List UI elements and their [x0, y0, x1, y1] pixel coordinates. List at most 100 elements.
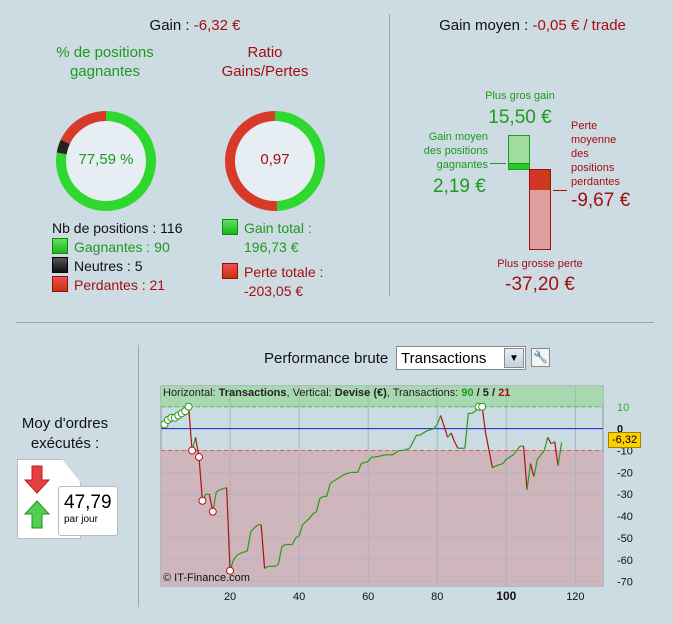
equity-segment-up — [426, 428, 434, 432]
win-marker — [184, 402, 193, 411]
equity-segment-down — [522, 446, 528, 490]
equity-segment-down — [529, 463, 535, 477]
avg-loss-label: Perte moyenne des positions perdantes — [571, 120, 620, 188]
donut-loss-segment — [56, 111, 156, 211]
max-loss-label: Plus grosse perte — [497, 258, 583, 270]
y-tick-label: -10 — [617, 445, 633, 457]
avg-win-value: 2,19 € — [433, 176, 486, 197]
x-tick-label: 60 — [362, 591, 374, 603]
max-loss-bar — [529, 190, 551, 250]
equity-segment-up — [315, 498, 321, 512]
equity-segment-up — [533, 459, 538, 477]
y-tick-label: -40 — [617, 511, 633, 523]
equity-segment-down — [453, 441, 459, 449]
legend-losing: Perdantes : 21 — [52, 276, 183, 295]
equity-segment-down — [443, 426, 449, 438]
equity-segment-up — [319, 495, 324, 500]
avg-loss-bar — [529, 169, 551, 192]
equity-segment-up — [357, 463, 362, 473]
equity-segment-down — [488, 450, 494, 469]
equity-segment-up — [264, 565, 269, 570]
x-tick-label: 100 — [496, 589, 516, 603]
tx-label: , Transactions: — [386, 387, 462, 399]
tx-neutral: 5 — [482, 387, 489, 399]
avg-win-bar — [508, 163, 530, 170]
perf-title: Performance brute — [264, 350, 389, 367]
orders-label: Moy d'ordres exécutés : — [21, 415, 109, 452]
equity-segment-down — [485, 432, 490, 451]
equity-segment-up — [250, 524, 259, 532]
tx-loss: 21 — [498, 387, 511, 399]
winning-label: Gagnantes : 90 — [74, 239, 170, 255]
current-value-badge: -6,32 — [608, 432, 642, 448]
avg-gain-value: -0,05 € / trade — [532, 17, 626, 34]
gain-summary: Gain : -6,32 € — [0, 17, 390, 34]
sep: / — [473, 387, 483, 399]
equity-segment-up — [326, 483, 331, 497]
avg-gain-summary: Gain moyen : -0,05 € / trade — [392, 17, 673, 34]
equity-segment-up — [367, 456, 373, 462]
equity-segment-up — [281, 543, 286, 548]
view-select[interactable]: Transactions ▼ — [396, 346, 526, 370]
equity-segment-down — [450, 432, 456, 442]
x-tick-label: 20 — [224, 591, 236, 603]
max-gain-value: 15,50 € — [488, 107, 552, 128]
equity-segment-up — [502, 458, 507, 464]
equity-segment-down — [554, 441, 559, 466]
x-tick-label: 120 — [566, 591, 584, 603]
loss-total-label: Perte totale : — [244, 264, 324, 280]
loss-total-value: -203,05 € — [244, 283, 304, 299]
watermark: © IT-Finance.com — [163, 572, 250, 584]
green-square-icon — [52, 238, 68, 254]
equity-segment-up — [495, 463, 504, 467]
win-donut — [56, 111, 156, 211]
equity-segment-up — [512, 450, 518, 456]
equity-segment-up — [274, 563, 279, 567]
equity-segment-down — [188, 406, 193, 451]
gain-value: -6,32 € — [193, 17, 241, 34]
v-label: , Vertical: — [286, 387, 335, 399]
equity-segment-up — [333, 476, 341, 482]
positions-total: Nb de positions : 116 — [52, 220, 183, 236]
equity-segment-up — [215, 489, 221, 493]
h-value: Transactions — [218, 387, 287, 399]
gain-total-value: 196,73 € — [244, 239, 299, 255]
h-label: Horizontal: — [163, 387, 219, 399]
equity-segment-down — [440, 415, 445, 427]
divider — [16, 322, 654, 323]
losing-label: Perdantes : 21 — [74, 277, 166, 293]
equity-segment-up — [550, 441, 555, 445]
loss-marker — [208, 507, 217, 516]
equity-segment-up — [505, 454, 514, 460]
orders-unit: par jour — [64, 514, 98, 525]
donut-loss-segment — [225, 111, 325, 211]
y-tick-label: -60 — [617, 555, 633, 567]
y-tick-label: -20 — [617, 467, 633, 479]
equity-segment-up — [361, 460, 369, 465]
wrench-icon[interactable]: 🔧 — [531, 348, 550, 367]
equity-segment-down — [226, 487, 231, 571]
neutral-label: Neutres : 5 — [74, 258, 143, 274]
loss-marker — [188, 446, 197, 455]
equity-segment-up — [464, 413, 469, 449]
equity-segment-up — [402, 447, 410, 452]
equity-segment-up — [277, 546, 283, 565]
equity-segment-up — [233, 555, 238, 561]
chevron-down-icon[interactable]: ▼ — [504, 348, 524, 368]
equity-segment-up — [295, 535, 300, 539]
gain-total: Gain total : 196,73 € — [222, 219, 323, 257]
loss-total: Perte totale : -203,05 € — [222, 263, 323, 301]
green-zone — [161, 386, 603, 407]
win-donut-title: % de positions gagnantes — [56, 44, 154, 80]
equity-segment-up — [433, 423, 438, 429]
legend-neutral: Neutres : 5 — [52, 257, 183, 276]
equity-segment-up — [492, 465, 497, 469]
green-square-icon — [222, 219, 238, 235]
chart-header: Horizontal: Transactions, Vertical: Devi… — [163, 387, 510, 399]
equity-segment-up — [236, 552, 241, 556]
loss-marker — [198, 496, 207, 505]
equity-segment-up — [340, 474, 345, 478]
arrow-left-icon — [553, 190, 567, 191]
gain-total-label: Gain total : — [244, 220, 312, 236]
equity-segment-down — [198, 456, 204, 501]
